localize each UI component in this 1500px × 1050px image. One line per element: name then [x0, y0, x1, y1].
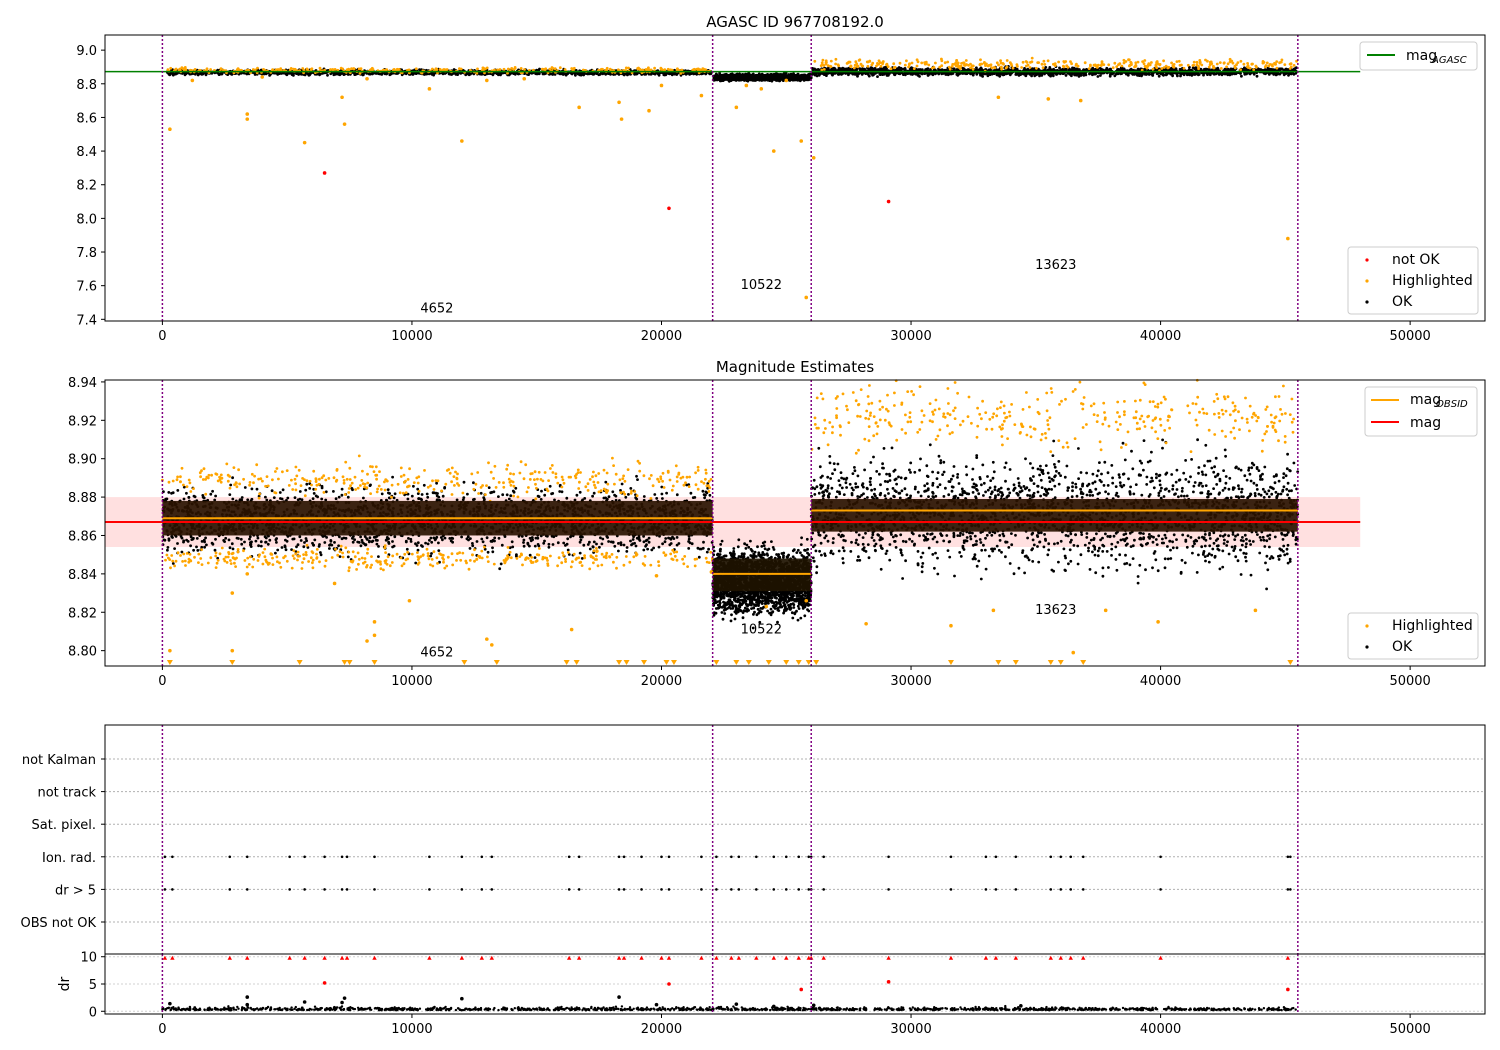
ok-point	[390, 72, 393, 76]
ok-point	[695, 72, 699, 76]
ok-point	[796, 75, 800, 78]
ok-point	[787, 75, 791, 79]
ok-point	[171, 72, 175, 76]
ok-point	[805, 75, 809, 78]
ok-point	[561, 73, 565, 76]
ok-point	[718, 79, 722, 83]
ok-point	[673, 72, 676, 76]
ok-point	[512, 72, 515, 75]
ok-point	[500, 72, 503, 75]
ok-point	[782, 74, 786, 78]
ok-point	[766, 75, 770, 79]
ok-point	[383, 72, 387, 76]
ok-point	[903, 67, 907, 70]
ok-point	[772, 73, 776, 77]
ok-point	[361, 73, 365, 77]
ok-point	[762, 74, 766, 78]
ok-point	[769, 76, 773, 80]
ok-point	[801, 76, 805, 80]
ok-point	[456, 73, 459, 76]
ok-point	[1240, 74, 1243, 78]
ok-point	[558, 72, 562, 76]
ok-point	[586, 72, 590, 76]
ok-point	[755, 76, 758, 80]
ok-point	[551, 73, 555, 76]
ok-point	[326, 73, 329, 77]
ok-point	[1157, 74, 1161, 78]
ok-point	[574, 73, 577, 77]
lightcurve-title: AGASC ID 967708192.0	[706, 13, 884, 31]
ok-point	[777, 75, 780, 79]
ok-point	[1109, 67, 1112, 71]
ok-point	[876, 75, 879, 78]
ok-point	[738, 75, 741, 79]
ok-point	[775, 79, 779, 82]
ok-point	[1092, 72, 1096, 75]
ok-point	[747, 73, 751, 76]
ok-point	[220, 72, 224, 76]
ok-point	[285, 73, 289, 77]
ok-point	[1243, 72, 1247, 76]
ok-point	[717, 76, 721, 79]
ok-point	[1044, 66, 1048, 69]
ok-point	[1126, 73, 1130, 77]
ok-point	[464, 73, 468, 77]
ok-point	[564, 72, 567, 76]
ok-point	[722, 78, 726, 81]
ok-point	[743, 78, 747, 82]
ok-point	[881, 73, 884, 76]
ok-point	[657, 72, 660, 76]
ok-point	[791, 73, 795, 77]
ok-point	[1048, 66, 1052, 69]
ok-point	[725, 75, 729, 78]
ok-point	[735, 75, 738, 79]
ok-point	[747, 78, 750, 82]
ok-point	[633, 72, 636, 76]
ok-point	[791, 76, 795, 80]
ok-point	[1147, 73, 1151, 76]
ok-point	[688, 73, 691, 76]
ok-point	[714, 72, 718, 76]
ok-point	[353, 73, 357, 76]
ok-point	[592, 72, 595, 76]
ok-point	[441, 72, 445, 76]
ok-point	[449, 73, 453, 76]
ok-point	[1193, 67, 1196, 71]
ok-point	[544, 72, 547, 75]
ok-point	[714, 77, 717, 80]
ok-point	[743, 74, 747, 78]
ok-point	[773, 76, 777, 80]
ok-point	[709, 72, 713, 75]
ok-point	[731, 75, 734, 79]
ok-point	[368, 72, 372, 76]
ok-point	[598, 72, 602, 76]
ok-point	[337, 72, 340, 76]
ok-point	[340, 72, 344, 75]
